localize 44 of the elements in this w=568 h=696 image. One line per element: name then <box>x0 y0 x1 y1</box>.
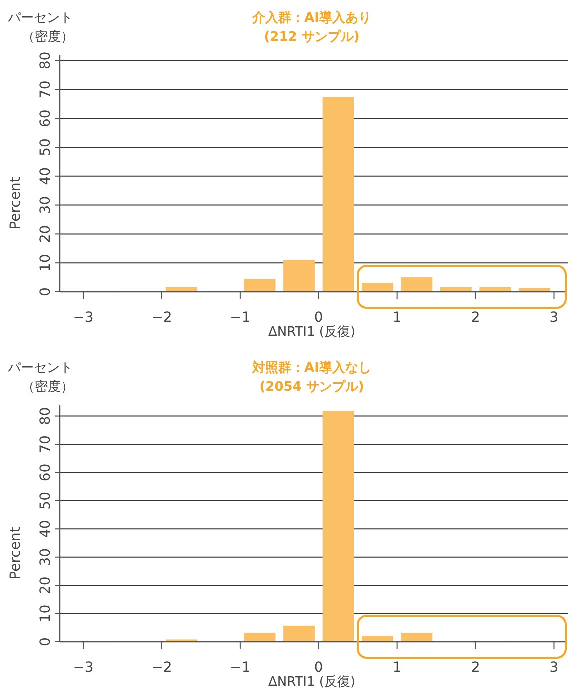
y-tick-label: 20 <box>38 225 54 244</box>
y-tick-label: 0 <box>38 638 54 646</box>
text: （密度） <box>22 379 74 395</box>
y-tick-label: 0 <box>38 288 54 296</box>
x-tick-label: 2 <box>471 660 480 676</box>
y-tick-label: 60 <box>38 464 54 482</box>
y-axis-title: Percent <box>8 526 24 580</box>
chart-title: 介入群：AI導入あり <box>252 10 372 26</box>
x-tick-label: −1 <box>230 310 251 326</box>
text: パーセント <box>7 361 73 376</box>
x-axis-title: ΔNRTI1 (反復) <box>268 325 356 340</box>
y-tick-label: 10 <box>38 604 54 623</box>
x-tick-label: −2 <box>152 660 172 676</box>
y-tick-label: 60 <box>38 110 54 128</box>
y-tick-label: 30 <box>38 548 54 566</box>
x-tick-label: −3 <box>73 310 94 326</box>
y-tick-label: 20 <box>38 576 54 594</box>
x-axis-title: ΔNRTI1 (反復) <box>268 675 356 690</box>
x-tick-label: −1 <box>230 660 251 676</box>
y-tick-label: 50 <box>38 492 54 510</box>
y-tick-label: 40 <box>38 520 54 538</box>
chart-subtitle: (212 サンプル) <box>264 29 360 45</box>
y-tick-label: 70 <box>38 80 54 99</box>
y-tick-label: 50 <box>38 138 54 156</box>
x-tick-label: 3 <box>550 310 559 326</box>
x-tick-label: 2 <box>471 310 480 326</box>
x-tick-label: 3 <box>550 660 559 676</box>
chart-subtitle: (2054 サンプル) <box>260 379 364 395</box>
y-tick-label: 80 <box>38 407 54 426</box>
y-tick-label: 10 <box>38 254 54 272</box>
text: （密度） <box>22 29 74 45</box>
x-tick-label: −2 <box>152 310 172 326</box>
x-tick-label: 0 <box>314 310 324 326</box>
y-tick-label: 80 <box>38 52 54 70</box>
y-tick-label: 30 <box>38 196 54 214</box>
y-tick-label: 70 <box>38 436 54 454</box>
chart-title: 対照群：AI導入なし <box>252 360 372 376</box>
y-axis-title: Percent <box>8 176 24 230</box>
text: パーセント <box>7 11 73 26</box>
x-tick-label: 1 <box>392 310 402 326</box>
x-tick-label: 0 <box>314 660 324 676</box>
y-tick-label: 40 <box>38 167 54 186</box>
x-tick-label: −3 <box>73 660 94 676</box>
x-tick-label: 1 <box>392 660 402 676</box>
